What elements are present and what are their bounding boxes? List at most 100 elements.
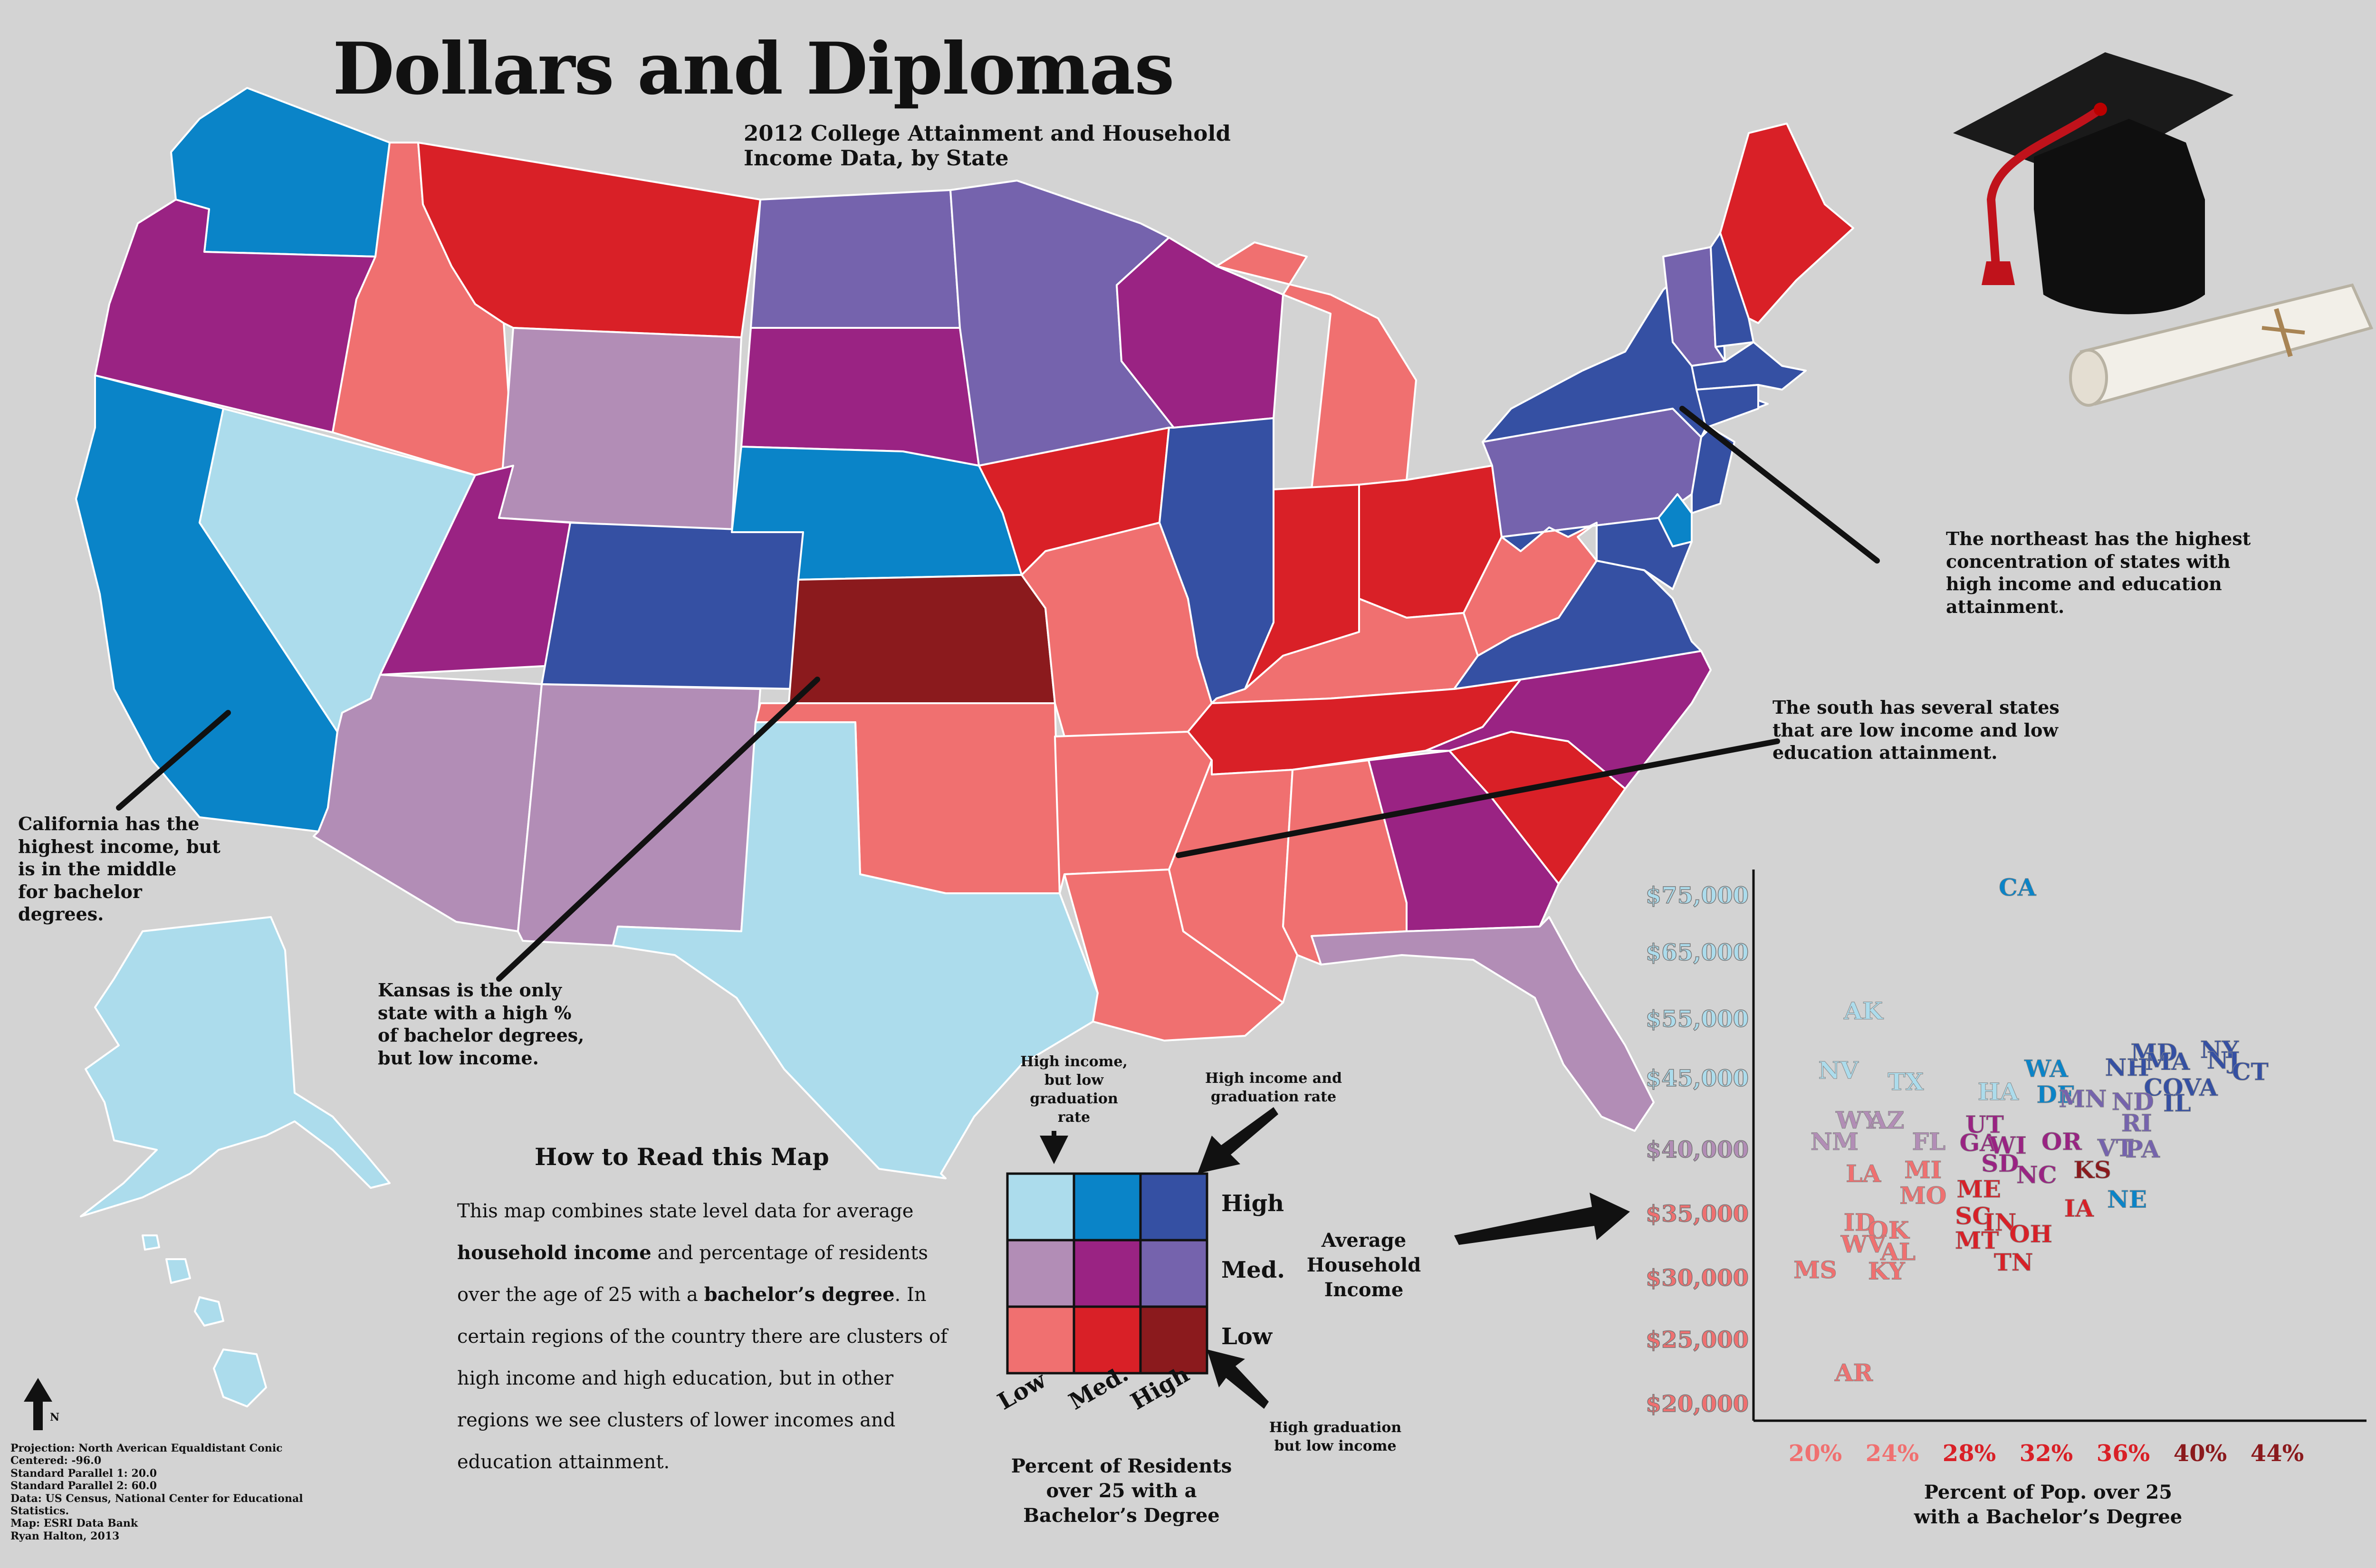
california-annotation-line: California has the [18,813,200,834]
state-mi [1216,241,1417,490]
how-to-read-line: household income and percentage of resid… [457,1232,1018,1274]
legend-grid [1006,1172,1208,1375]
map-title: Dollars and Diplomas [333,27,1175,111]
scatter-point-de: DE [2037,1080,2075,1109]
state-wi [1116,237,1284,429]
california-annotation-line: for bachelor [18,880,142,902]
y-tick-label: $30,000 [1646,1265,1749,1291]
arrow-down-left-icon [1198,1107,1278,1174]
legend-y-title: Average Household Income [1288,1228,1440,1302]
legend-y-title-line: Household [1306,1254,1421,1276]
legend-x-title-line: over 25 with a [1046,1480,1197,1502]
south-annotation-line: that are low income and low [1772,719,2059,741]
y-tick-label: $45,000 [1646,1065,1749,1092]
south-leader [1176,738,1780,858]
scatter-point-sd: SD [1981,1149,2019,1177]
state-hi [213,1348,267,1407]
arrow-down-icon [1040,1131,1068,1164]
credit-line: Centered: -96.0 [10,1454,102,1467]
south-annotation-line: education attainment. [1772,742,1998,763]
state-ks [788,574,1056,704]
how-to-read-line: over the age of 25 with a bachelor’s deg… [457,1274,1018,1316]
credit-line: Data: US Census, National Center for Edu… [10,1492,303,1505]
scatter-point-nj: NJ [2207,1046,2240,1074]
legend-row-low: Low [1221,1323,1273,1350]
scatter-point-mt: MT [1955,1226,1999,1254]
scatter-point-pa: PA [2125,1135,2160,1163]
x-tick-label: 20% [1789,1440,1842,1467]
state-nd [750,189,961,329]
how-to-read-text: . In [894,1284,927,1306]
scatter-point-ha: HA [1978,1078,2019,1106]
how-to-read-line: regions we see clusters of lower incomes… [457,1409,896,1431]
credit-line: Standard Parallel 2: 60.0 [10,1480,157,1492]
bachelors-degree-term: bachelor’s degree [704,1283,895,1306]
legend-note-line: but low graduation [1030,1072,1118,1107]
state-co [541,522,809,690]
state-ak [80,916,391,1217]
scatter-point-nm: NM [1811,1128,1859,1156]
scatter-point-ny: NY [2200,1035,2240,1063]
state-md [1501,517,1693,590]
legend-cell-high-med [1073,1172,1142,1242]
kansas-leader [496,677,820,982]
legend-row-high: High [1221,1190,1284,1217]
kansas-annotation-line: of bachelor degrees, [378,1024,584,1046]
scatter-point-la: LA [1846,1160,1881,1188]
california-annotation-line: is in the middle [18,858,177,880]
legend-note-high-grad-low-income: High graduation but low income [1264,1418,1407,1455]
scatter-x-title: Percent of Pop. over 25 with a Bachelor’… [1872,1480,2224,1530]
y-tick-label: $40,000 [1646,1137,1749,1163]
legend-note-line: High income and [1205,1070,1342,1087]
scatter-x-title-line: Percent of Pop. over 25 [1924,1481,2173,1503]
state-sd [740,327,980,467]
legend-cell-med-med [1073,1239,1142,1308]
scatter-point-oh: OH [2009,1220,2052,1248]
legend-cell-high-low [1006,1172,1075,1242]
scatter-x-tick-labels: 20% 24% 28% 32% 36% 40% 44% [1789,1440,2304,1467]
map-credits: Projection: North Averican Equaldistant … [10,1442,353,1542]
map-subtitle: 2012 College Attainment and Household In… [744,121,1231,171]
scatter-point-il: IL [2163,1089,2191,1117]
y-tick-label: $25,000 [1646,1327,1749,1353]
state-me [1719,123,1854,324]
scatter-point-id: ID [1844,1208,1876,1236]
legend-note-line: but low income [1274,1438,1397,1454]
state-mt [417,142,761,338]
how-to-read-text: over the age of 25 with a [457,1284,704,1306]
scatter-point-mi: MI [1904,1156,1942,1184]
scatter-point-va: VA [2182,1073,2218,1101]
subtitle-line-1: 2012 College Attainment and Household [744,121,1231,146]
diploma-scroll-icon [2069,283,2374,407]
state-ct [1696,384,1759,429]
scatter-point-ca: CA [1999,873,2037,901]
state-wy [498,327,742,533]
state-nm [517,683,761,947]
how-to-read-title: How to Read this Map [535,1143,829,1171]
legend-note-line: High graduation [1269,1419,1402,1436]
state-nc [1425,650,1712,790]
subtitle-line-2: Income Data, by State [744,145,1009,171]
credit-line: Projection: North Averican Equaldistant … [10,1442,283,1454]
scatter-point-ok: OK [1868,1216,1910,1244]
northeast-leader [1679,406,1880,564]
state-az [313,674,543,932]
legend-cell-med-low [1006,1239,1075,1308]
scatter-point-md: MD [2130,1039,2177,1067]
scatter-point-in: IN [1983,1208,2016,1236]
how-to-read-text: and percentage of residents [651,1242,928,1264]
scatter-point-ma: MA [2145,1047,2190,1075]
how-to-read-line: certain regions of the country there are… [457,1326,948,1348]
south-annotation-line: The south has several states [1772,697,2060,718]
how-to-read-line: high income and high education, but in o… [457,1367,894,1389]
scatter-point-co: CO [2144,1073,2183,1101]
y-tick-label: $35,000 [1646,1201,1749,1227]
kansas-annotation-line: but low income. [378,1047,539,1069]
northeast-annotation-line: high income and education [1946,573,2222,594]
arrow-right-icon [1454,1193,1630,1245]
legend-cell-med-high [1139,1239,1208,1308]
scatter-point-wi: WI [1988,1131,2027,1159]
x-tick-label: 28% [1943,1440,1996,1467]
